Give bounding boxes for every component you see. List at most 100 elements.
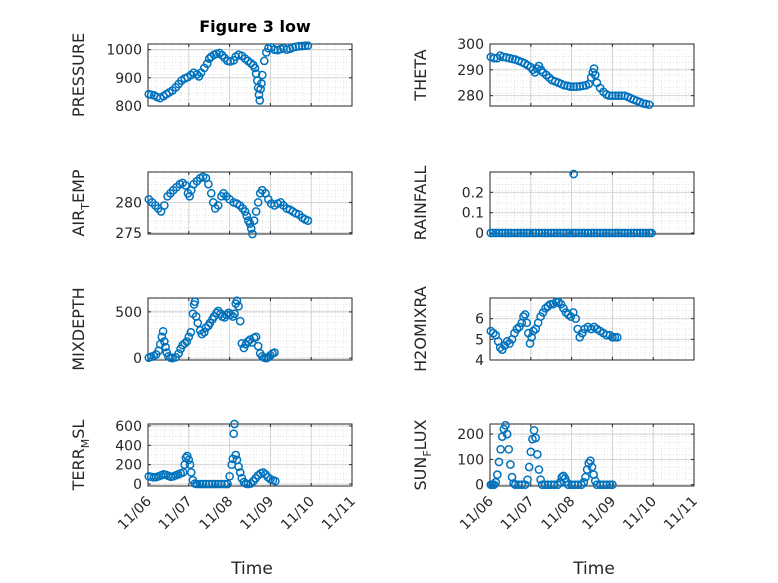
- data-point: [492, 470, 502, 479]
- data-point: [270, 45, 279, 54]
- data-point: [571, 314, 581, 324]
- data-point: [644, 100, 654, 110]
- data-point: [220, 479, 230, 489]
- y-tick-label: 500: [115, 305, 142, 321]
- data-point: [608, 91, 617, 101]
- data-point: [300, 41, 310, 51]
- data-point: [180, 338, 190, 348]
- y-axis-label-main: SUN: [411, 457, 430, 491]
- data-point: [186, 327, 196, 337]
- data-point: [249, 216, 259, 225]
- data-point: [611, 228, 621, 238]
- data-point: [184, 455, 194, 465]
- data-point: [520, 480, 530, 490]
- data-point: [552, 228, 562, 238]
- data-point: [614, 91, 623, 101]
- y-tick-label: 1000: [106, 43, 142, 59]
- data-point: [254, 90, 264, 100]
- axes-box: [147, 297, 353, 361]
- data-point: [297, 41, 307, 51]
- data-point: [611, 91, 621, 101]
- y-tick-label: 900: [115, 71, 142, 87]
- data-point: [251, 332, 261, 342]
- y-tick-label: 200: [457, 427, 484, 443]
- data-point: [537, 228, 547, 238]
- x-tick-label: 11/06: [457, 493, 497, 533]
- data-point: [246, 479, 256, 488]
- data-point: [193, 318, 203, 328]
- data-point: [579, 477, 589, 487]
- y-axis-label-main: THETA: [411, 49, 430, 101]
- data-point: [536, 475, 545, 485]
- data-point: [261, 48, 271, 57]
- data-point: [565, 228, 574, 238]
- data-point: [242, 211, 252, 221]
- data-point: [569, 169, 578, 179]
- data-point: [206, 188, 216, 198]
- y-tick-label: 100: [457, 452, 484, 468]
- data-point: [486, 228, 496, 238]
- data-point: [303, 216, 313, 225]
- data-point: [504, 228, 513, 238]
- data-point: [161, 342, 170, 352]
- y-axis-label-main: H2OMIXRA: [411, 286, 430, 372]
- data-point: [199, 327, 209, 337]
- data-point: [247, 338, 257, 347]
- subplot-3: 275 280 AIRTEMP: [69, 169, 353, 242]
- data-point: [563, 310, 573, 319]
- y-tick-label: 200: [115, 458, 142, 474]
- y-axis-label-tail: EMP: [69, 169, 88, 203]
- x-tick-label: 11/11: [319, 494, 359, 534]
- x-tick-label: 11/07: [498, 494, 538, 534]
- data-point: [623, 228, 633, 238]
- data-point: [198, 479, 208, 489]
- data-point: [590, 70, 600, 80]
- data-point: [232, 296, 242, 306]
- data-point: [605, 480, 615, 490]
- data-point: [494, 457, 504, 467]
- data-point: [495, 343, 505, 352]
- data-point: [488, 328, 498, 338]
- data-point: [248, 229, 257, 239]
- data-point: [157, 332, 167, 342]
- data-point: [602, 480, 612, 490]
- data-point: [501, 420, 510, 430]
- data-point: [562, 228, 572, 238]
- x-tick-label: 11/10: [278, 494, 318, 534]
- data-point: [608, 332, 617, 342]
- data-point: [240, 207, 250, 216]
- data-point: [257, 70, 267, 80]
- y-axis-label-subscript: M: [79, 439, 92, 449]
- data-point: [510, 228, 519, 238]
- subplot-8: 0 100 200 SUNFLUX 11/06 11/07 11/08 11/09 11/10 1…: [411, 419, 701, 533]
- y-tick-label: 0.1: [462, 206, 484, 222]
- data-point: [577, 228, 587, 238]
- data-point: [159, 201, 169, 210]
- data-point: [491, 228, 501, 238]
- data-point: [230, 309, 239, 319]
- data-point: [641, 228, 651, 238]
- data-point: [513, 228, 523, 238]
- data-point: [251, 207, 261, 216]
- data-point: [235, 468, 245, 477]
- x-tick-label: 11/07: [156, 494, 196, 534]
- data-point: [534, 228, 544, 238]
- axes-box: [489, 43, 695, 107]
- data-point: [550, 228, 559, 238]
- data-point: [546, 228, 556, 238]
- y-tick-label: 0.2: [462, 185, 484, 201]
- subplot-6: 4 5 6 H2OMIXRA: [411, 286, 695, 372]
- data-point: [599, 228, 608, 238]
- data-point: [294, 41, 304, 51]
- data-point: [553, 480, 563, 490]
- data-point: [257, 351, 267, 361]
- data-point: [532, 450, 542, 459]
- data-point: [577, 480, 586, 490]
- data-point: [234, 462, 243, 471]
- data-point: [497, 228, 507, 238]
- data-point: [531, 433, 541, 443]
- y-tick-label: 4: [475, 353, 484, 369]
- data-point: [502, 337, 512, 346]
